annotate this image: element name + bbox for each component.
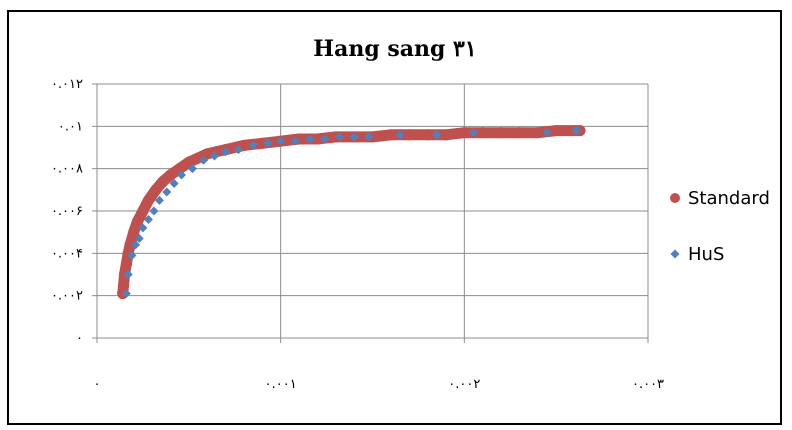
data-point bbox=[542, 128, 552, 138]
axes bbox=[92, 83, 649, 343]
data-point bbox=[123, 270, 133, 279]
series-band bbox=[117, 125, 586, 300]
data-point bbox=[550, 125, 562, 137]
data-point bbox=[458, 127, 470, 139]
data-point bbox=[221, 147, 231, 157]
data-point bbox=[532, 127, 544, 139]
data-point bbox=[121, 289, 131, 299]
data-point bbox=[162, 187, 172, 197]
y-tick-label: ۰.۰۰۲ bbox=[51, 289, 83, 304]
data-point bbox=[176, 170, 186, 180]
data-point bbox=[137, 205, 149, 217]
data-point bbox=[233, 145, 243, 155]
data-point bbox=[334, 132, 344, 142]
data-point bbox=[432, 130, 442, 140]
data-point bbox=[290, 136, 300, 146]
data-point bbox=[469, 128, 479, 138]
series-standard bbox=[117, 125, 586, 300]
x-tick-label: ۰.۰۰۳ bbox=[632, 377, 664, 392]
x-tick-label: ۰ bbox=[94, 377, 101, 392]
data-point bbox=[157, 175, 169, 187]
tick-labels: ۰ ۰.۰۰۲ ۰.۰۰۴ ۰.۰۰۶ ۰.۰۰۸ ۰.۰۱ ۰.۰۱۲ ۰ ۰.۰۰۱ ۰.۰۰… bbox=[51, 77, 664, 392]
data-point bbox=[183, 156, 195, 168]
y-tick-label: ۰ bbox=[76, 331, 83, 346]
data-point bbox=[199, 155, 209, 165]
legend: Standard HuS bbox=[670, 188, 770, 265]
x-tick-label: ۰.۰۰۲ bbox=[448, 377, 480, 392]
data-point bbox=[143, 214, 153, 224]
data-point bbox=[127, 250, 137, 260]
data-point bbox=[305, 134, 315, 144]
gridlines bbox=[97, 83, 649, 338]
data-point bbox=[150, 184, 162, 196]
data-point bbox=[248, 140, 258, 150]
data-point bbox=[149, 206, 159, 216]
data-point bbox=[169, 178, 179, 188]
data-point bbox=[131, 240, 141, 250]
chart-title: Hang sang ۳۱ bbox=[313, 36, 477, 62]
legend-label: HuS bbox=[688, 244, 724, 265]
data-point bbox=[134, 234, 144, 244]
x-tick-label: ۰.۰۰۱ bbox=[265, 377, 297, 392]
data-point bbox=[495, 127, 507, 139]
data-point bbox=[276, 136, 286, 146]
data-point bbox=[320, 134, 330, 144]
data-point bbox=[210, 151, 220, 161]
legend-marker bbox=[670, 249, 680, 259]
data-point bbox=[263, 138, 273, 148]
data-point bbox=[164, 169, 176, 181]
data-point bbox=[201, 148, 213, 160]
data-point bbox=[440, 129, 452, 141]
data-point bbox=[128, 226, 140, 238]
data-point bbox=[154, 195, 164, 205]
data-point bbox=[395, 130, 405, 140]
data-point bbox=[188, 164, 198, 174]
y-tick-label: ۰.۰۰۶ bbox=[51, 204, 83, 219]
legend-marker bbox=[670, 193, 680, 203]
data-point bbox=[118, 279, 130, 291]
data-point bbox=[124, 239, 136, 251]
data-series bbox=[117, 125, 586, 300]
data-point bbox=[131, 216, 143, 228]
data-point bbox=[120, 258, 132, 270]
data-point bbox=[256, 137, 268, 149]
data-point bbox=[403, 129, 415, 141]
data-point bbox=[142, 194, 154, 206]
data-point bbox=[385, 129, 397, 141]
y-tick-label: ۰.۰۰۸ bbox=[51, 162, 83, 177]
data-point bbox=[138, 223, 148, 233]
data-point bbox=[364, 132, 374, 142]
series-hus bbox=[121, 126, 581, 299]
data-point bbox=[571, 126, 581, 136]
legend-item-hus: HuS bbox=[670, 244, 724, 265]
data-point bbox=[477, 127, 489, 139]
y-tick-label: ۰.۰۰۴ bbox=[51, 246, 83, 261]
data-point bbox=[311, 133, 323, 145]
y-tick-label: ۰.۰۱ bbox=[58, 119, 83, 134]
legend-item-standard: Standard bbox=[670, 188, 770, 209]
y-tick-label: ۰.۰۱۲ bbox=[51, 77, 83, 92]
data-point bbox=[513, 127, 525, 139]
data-point bbox=[349, 132, 359, 142]
data-point bbox=[422, 129, 434, 141]
data-point bbox=[174, 163, 186, 175]
legend-label: Standard bbox=[688, 188, 770, 209]
